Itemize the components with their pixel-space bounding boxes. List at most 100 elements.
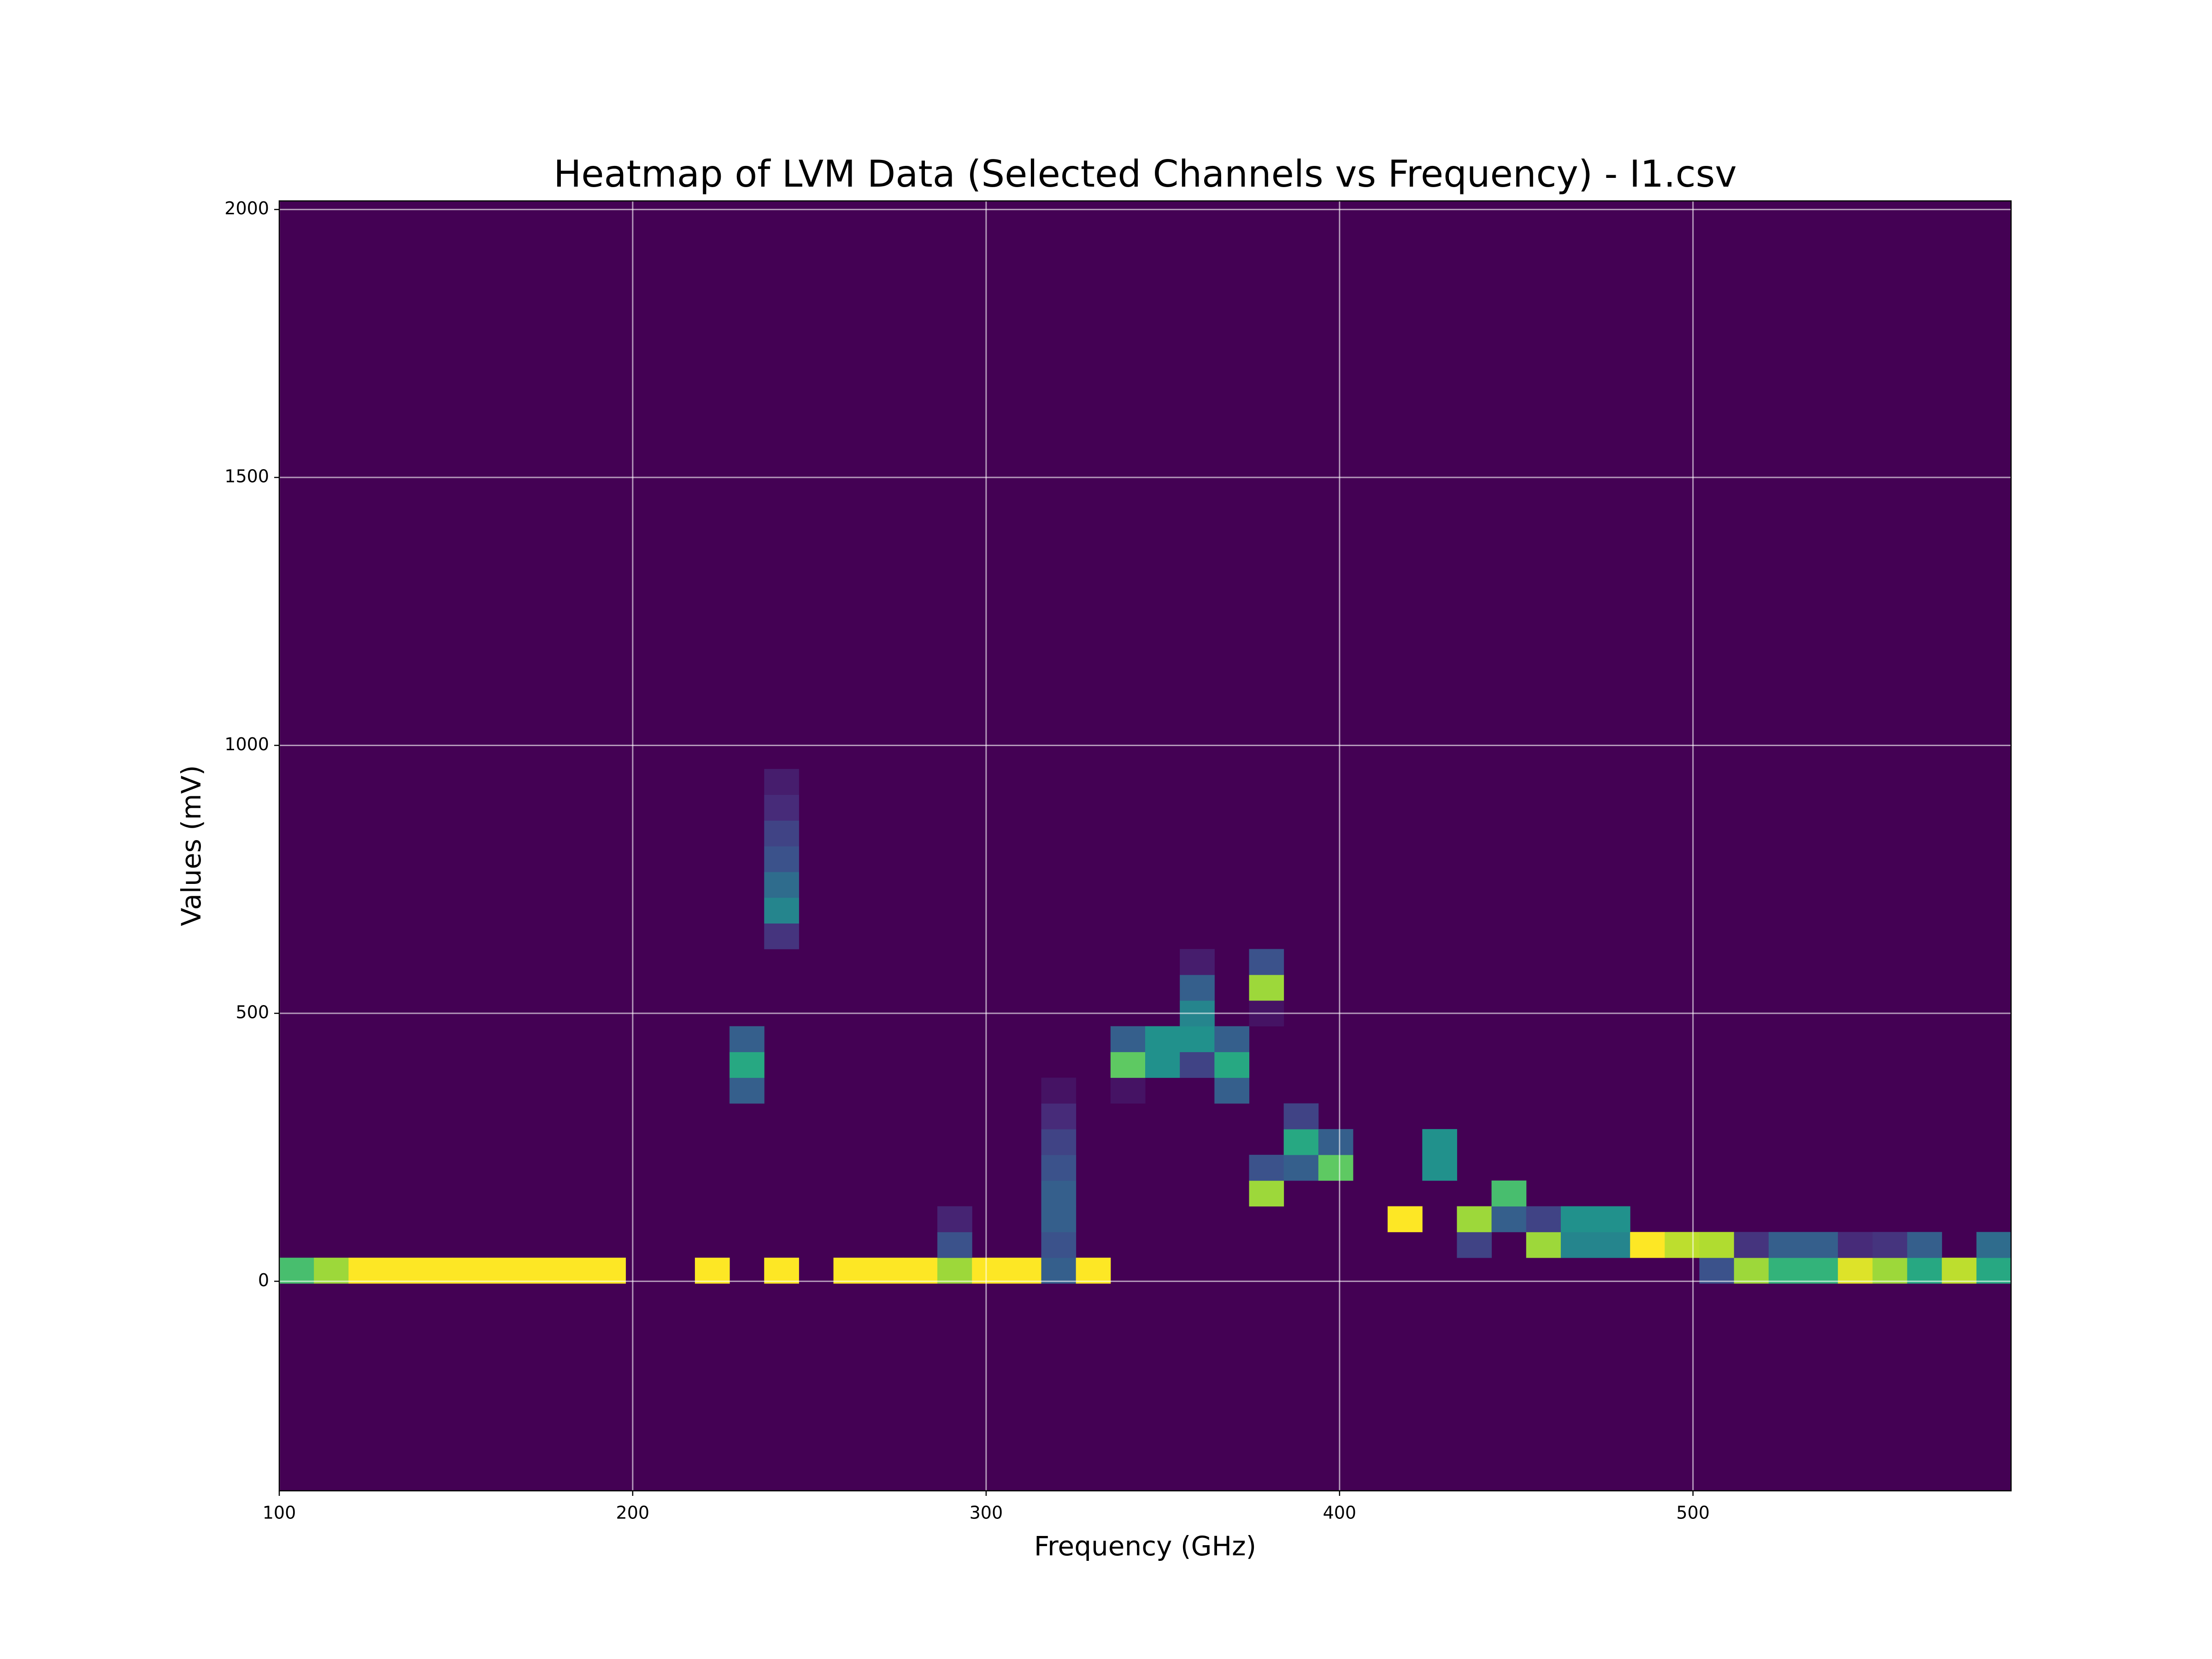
heatmap-cell	[1526, 1232, 1561, 1258]
heatmap-cell	[1180, 1052, 1215, 1078]
y-tick-label: 1500	[224, 466, 269, 487]
heatmap-cell	[591, 1258, 626, 1284]
heatmap-cell	[1630, 1232, 1665, 1258]
heatmap-cell	[764, 871, 799, 898]
heatmap-cell	[1665, 1232, 1700, 1258]
heatmap-cell	[1872, 1232, 1908, 1258]
plot-background	[279, 201, 2011, 1491]
heatmap-cell	[314, 1258, 349, 1284]
heatmap-cell	[764, 846, 799, 872]
heatmap-cell	[1110, 1026, 1146, 1053]
heatmap-cell	[1457, 1206, 1492, 1232]
heatmap-cell	[764, 897, 799, 924]
heatmap-cell	[1976, 1232, 2012, 1258]
heatmap-cell	[729, 1052, 765, 1078]
heatmap-cell	[833, 1258, 869, 1284]
heatmap-cell	[1560, 1232, 1596, 1258]
heatmap-cell	[1249, 975, 1284, 1001]
heatmap-cell	[1838, 1232, 1873, 1258]
x-tick-label: 300	[970, 1503, 1003, 1523]
heatmap-cell	[1214, 1052, 1249, 1078]
x-tick-label: 400	[1323, 1503, 1357, 1523]
heatmap-cell	[764, 769, 799, 795]
heatmap-cell	[1422, 1129, 1457, 1155]
heatmap-cell	[1457, 1232, 1492, 1258]
heatmap-cell	[1041, 1077, 1077, 1104]
heatmap-cell	[1768, 1232, 1804, 1258]
heatmap-cell	[1838, 1258, 1873, 1284]
x-tick-label: 100	[263, 1503, 296, 1523]
heatmap-cell	[1283, 1103, 1319, 1130]
heatmap-cell	[729, 1077, 765, 1104]
heatmap-cell	[1526, 1206, 1561, 1232]
heatmap-cell	[1249, 949, 1284, 975]
heatmap-cell	[764, 923, 799, 949]
heatmap-cell	[764, 1258, 799, 1284]
heatmap-cell	[868, 1258, 903, 1284]
heatmap-cell	[1318, 1129, 1353, 1155]
heatmap-cell	[1595, 1206, 1630, 1232]
heatmap-cell	[1214, 1026, 1249, 1053]
heatmap-cell	[1110, 1052, 1146, 1078]
heatmap-cell	[1699, 1232, 1735, 1258]
heatmap-cell	[1283, 1129, 1319, 1155]
heatmap-cell	[1907, 1258, 1942, 1284]
heatmap-cell	[764, 794, 799, 821]
heatmap-cell	[1318, 1154, 1353, 1181]
heatmap-cell	[1041, 1180, 1077, 1207]
heatmap-cell	[522, 1258, 557, 1284]
heatmap-cell	[972, 1258, 1007, 1284]
heatmap-cell	[937, 1258, 972, 1284]
heatmap-cell	[1041, 1154, 1077, 1181]
heatmap-cell	[1803, 1232, 1838, 1258]
heatmap-cell	[383, 1258, 418, 1284]
heatmap-cell	[764, 820, 799, 847]
heatmap-cell	[556, 1258, 591, 1284]
heatmap-cell	[1560, 1206, 1596, 1232]
heatmap-cell	[418, 1258, 453, 1284]
heatmap-cell	[1734, 1232, 1769, 1258]
heatmap-cell	[1595, 1232, 1630, 1258]
heatmap-cell	[1976, 1258, 2012, 1284]
heatmap-cell	[1491, 1206, 1527, 1232]
x-tick-label: 500	[1676, 1503, 1710, 1523]
heatmap-cell	[1249, 1154, 1284, 1181]
heatmap-cell	[1076, 1258, 1111, 1284]
x-tick-label: 200	[616, 1503, 650, 1523]
y-tick-label: 2000	[224, 198, 269, 218]
heatmap-cell	[1214, 1077, 1249, 1104]
heatmap-cell	[1145, 1026, 1180, 1053]
x-axis-label: Frequency (GHz)	[1034, 1530, 1256, 1562]
y-tick-label: 500	[235, 1002, 269, 1022]
heatmap-cell	[1283, 1154, 1319, 1181]
heatmap-cell	[1041, 1103, 1077, 1130]
heatmap-cell	[902, 1258, 938, 1284]
y-tick-label: 0	[258, 1270, 269, 1290]
heatmap-cell	[1145, 1052, 1180, 1078]
heatmap-cell	[694, 1258, 730, 1284]
y-axis-label: Values (mV)	[176, 765, 207, 926]
heatmap-cell	[1907, 1232, 1942, 1258]
heatmap-cell	[452, 1258, 488, 1284]
heatmap-cell	[1941, 1258, 1977, 1284]
heatmap-cell	[937, 1206, 972, 1232]
heatmap-cell	[1180, 949, 1215, 975]
heatmap-cell	[1803, 1258, 1838, 1284]
heatmap-cell	[1422, 1154, 1457, 1181]
heatmap-cell	[1699, 1258, 1735, 1284]
plot-frame	[278, 200, 2012, 1492]
heatmap-cell	[1180, 1026, 1215, 1053]
heatmap-cell	[1041, 1206, 1077, 1232]
heatmap-cell	[729, 1026, 765, 1053]
heatmap-cell	[1491, 1180, 1527, 1207]
heatmap-cell	[1872, 1258, 1908, 1284]
heatmap-cell	[1388, 1206, 1423, 1232]
heatmap-cell	[1180, 975, 1215, 1001]
heatmap-cell	[1041, 1258, 1077, 1284]
heatmap-cell	[1041, 1129, 1077, 1155]
chart-title: Heatmap of LVM Data (Selected Channels v…	[553, 153, 1736, 195]
heatmap-cell	[1768, 1258, 1804, 1284]
heatmap-cell	[487, 1258, 522, 1284]
